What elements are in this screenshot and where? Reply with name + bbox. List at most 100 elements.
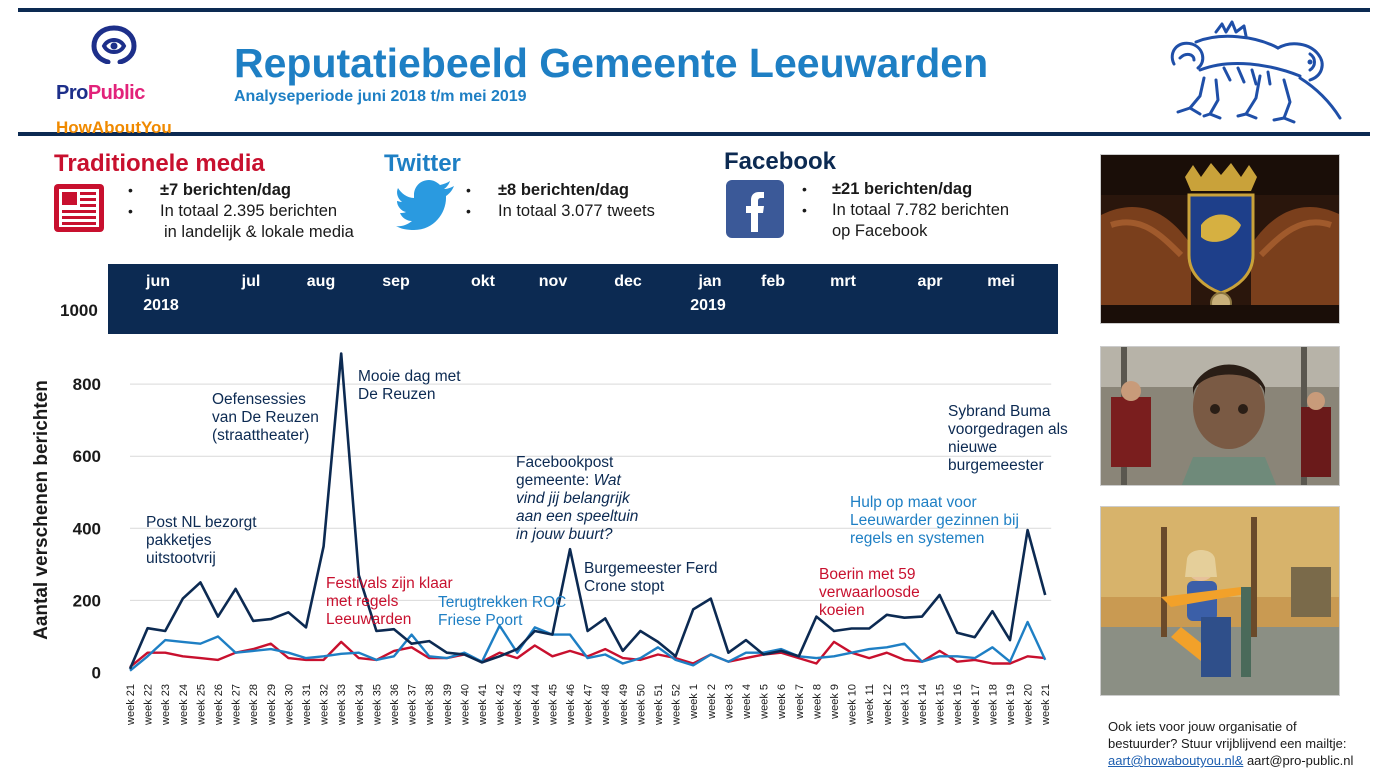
x-tick-label: week 45 (547, 684, 559, 726)
month-label: aug (306, 273, 336, 290)
x-tick-label: week 29 (266, 684, 278, 726)
x-tick-label: week 42 (495, 684, 507, 726)
page-title: Reputatiebeeld Gemeente Leeuwarden (234, 40, 989, 86)
x-tick-label: week 16 (952, 684, 964, 726)
x-tick-label: week 48 (600, 684, 612, 726)
annotation: Mooie dag met De Reuzen (358, 368, 461, 403)
twitter-heading: Twitter (384, 150, 461, 177)
month-label: sep (382, 273, 410, 290)
traditional-scope: in landelijk & lokale media (164, 223, 354, 241)
x-tick-label: week 6 (776, 684, 788, 720)
y-tick-label: 0 (92, 664, 101, 683)
x-tick-label: week 10 (847, 684, 859, 726)
photo-playground-child (1100, 506, 1340, 696)
bullet: • (128, 203, 133, 219)
facebook-icon (726, 180, 784, 238)
y-tick-label: 200 (73, 591, 101, 610)
month-label: nov (538, 273, 568, 290)
twitter-per-day: ±8 berichten/dag (498, 181, 630, 199)
contact-block: Ook iets voor jouw organisatie of bestuu… (1108, 718, 1353, 769)
x-tick-label: week 17 (970, 684, 982, 726)
x-tick-label: week 18 (987, 684, 999, 726)
email-pro-public: aart@pro-public.nl (1243, 753, 1354, 768)
bullet: • (128, 182, 133, 198)
x-tick-label: week 8 (811, 684, 823, 720)
month-label: jul (241, 273, 261, 290)
facebook-heading: Facebook (724, 148, 837, 175)
series-line-1 (128, 352, 1047, 670)
x-tick-label: week 20 (1023, 684, 1035, 726)
logo-name-part1: Pro (56, 82, 88, 104)
x-tick-label: week 28 (248, 684, 260, 726)
x-tick-label: week 1 (688, 684, 700, 720)
photo-reuzen-giant-puppet (1100, 346, 1340, 486)
x-tick-label: week 19 (1005, 684, 1017, 726)
x-tick-label: week 37 (407, 684, 419, 726)
annotation: Post NL bezorgt pakketjes uitstootvrij (146, 514, 257, 567)
y-tick-label: 800 (73, 375, 101, 394)
x-tick-label: week 38 (424, 684, 436, 726)
x-tick-label: week 40 (459, 684, 471, 726)
x-tick-label: week 41 (477, 684, 489, 726)
month-label: apr (917, 273, 943, 290)
chart: 0 200 400 600 800 Aantal verschenen berichten… (31, 352, 1068, 726)
x-tick-label: week 31 (301, 684, 313, 726)
logo-name-part2: Public (87, 82, 146, 104)
traditional-per-day: ±7 berichten/dag (160, 181, 292, 199)
x-tick-label: week 46 (565, 684, 577, 726)
year-label: 2018 (143, 297, 179, 314)
page-subtitle: Analyseperiode juni 2018 t/m mei 2019 (234, 88, 527, 105)
y-tick-label: 400 (73, 519, 101, 538)
x-tick-label: week 23 (160, 684, 172, 726)
contact-line-2: bestuurder? Stuur vrijblijvend een mailt… (1108, 736, 1347, 751)
pro-public-logo-icon (91, 25, 137, 64)
x-tick-label: week 5 (759, 684, 771, 720)
x-tick-label: week 13 (899, 684, 911, 726)
annotation: Oefensessies van De Reuzen (straattheater) (212, 391, 319, 444)
photo-city-coat-of-arms (1100, 154, 1340, 324)
x-tick-label: week 24 (178, 684, 190, 726)
x-tick-label: week 52 (671, 684, 683, 726)
twitter-total: In totaal 3.077 tweets (498, 202, 655, 220)
traditional-media-heading: Traditionele media (54, 150, 265, 177)
month-label: jun (146, 273, 170, 290)
annotation: Burgemeester Ferd Crone stopt (584, 560, 718, 595)
bullet: • (466, 203, 471, 219)
x-tick-label: week 9 (829, 684, 841, 720)
x-tick-label: week 44 (530, 684, 542, 726)
x-tick-label: week 11 (864, 684, 876, 725)
x-tick-label: week 22 (143, 684, 155, 726)
logo-name: ProPublic (56, 82, 145, 105)
month-label: mrt (830, 273, 856, 290)
x-tick-label: week 21 (125, 684, 137, 726)
month-label: feb (761, 273, 785, 290)
month-label: dec (614, 273, 642, 290)
y-tick-label: 600 (73, 447, 101, 466)
annotation: Festivals zijn klaar met regels Leeuwarden (326, 575, 453, 628)
month-label: jan (698, 273, 722, 290)
pro-public-logo: ProPublic HowAboutYou (50, 22, 190, 137)
facebook-total: In totaal 7.782 berichten (832, 201, 1010, 219)
annotation: Sybrand Buma voorgedragen als nieuwe burgem… (948, 403, 1068, 474)
x-tick-label: week 25 (195, 684, 207, 726)
contact-emails: aart@howaboutyou.nl& aart@pro-public.nl (1108, 752, 1353, 769)
x-tick-label: week 15 (935, 684, 947, 726)
x-tick-label: week 30 (283, 684, 295, 726)
contact-line-1: Ook iets voor jouw organisatie of (1108, 719, 1297, 734)
x-tick-label: week 35 (371, 684, 383, 726)
x-tick-label: week 14 (917, 684, 929, 726)
annotation: Boerin met 59 verwaarloosde koeien (819, 566, 920, 619)
x-tick-label: week 4 (741, 684, 753, 720)
email-link-howaboutyou[interactable]: aart@howaboutyou.nl& (1108, 753, 1244, 768)
y-axis-label: Aantal verschenen berichten (31, 380, 52, 640)
x-tick-label: week 2 (706, 684, 718, 720)
bullet: • (802, 202, 807, 218)
x-tick-label: week 3 (723, 684, 735, 720)
x-tick-label: week 51 (653, 684, 665, 726)
twitter-bird-icon (396, 180, 454, 230)
bullet: • (466, 182, 471, 198)
facebook-per-day: ±21 berichten/dag (832, 180, 973, 198)
x-tick-label: week 21 (1040, 684, 1052, 726)
x-tick-label: week 26 (213, 684, 225, 726)
x-tick-label: week 36 (389, 684, 401, 726)
